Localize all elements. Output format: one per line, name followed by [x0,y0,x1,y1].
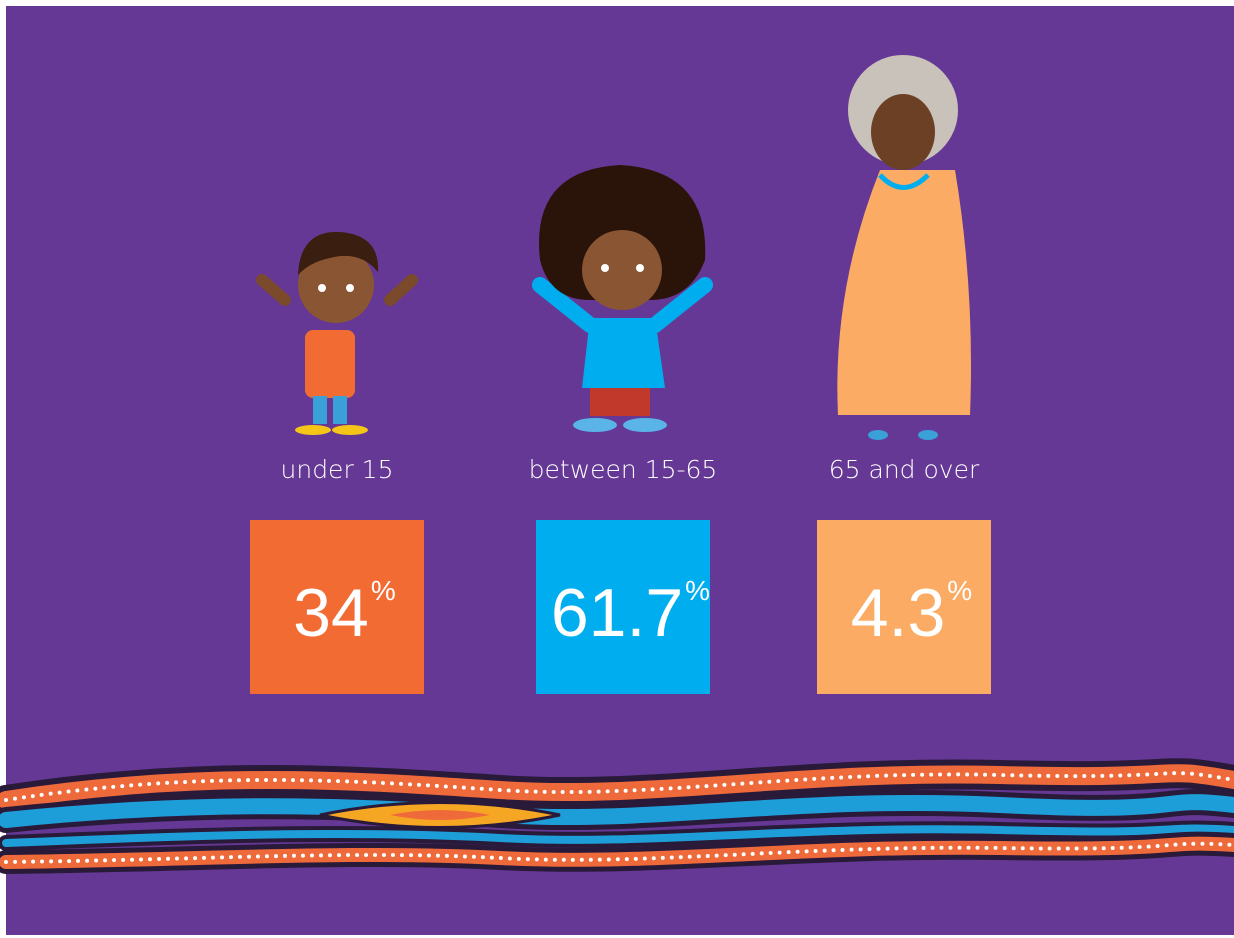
value-box [250,520,424,694]
unit: % [685,575,710,606]
age-label: under 15 [281,455,394,484]
value: 61.7 [551,575,683,651]
value-box [536,520,710,694]
river-band [0,758,1234,874]
child-figure [256,231,418,435]
value-box [817,520,991,694]
value: 4.3 [851,575,946,651]
age-label: between 15-65 [529,455,718,484]
unit: % [947,575,972,606]
value: 34 [293,575,369,651]
unit: % [371,575,396,606]
age-label: 65 and over [829,455,980,484]
teen-figure [532,165,713,432]
elder-figure [837,55,971,440]
